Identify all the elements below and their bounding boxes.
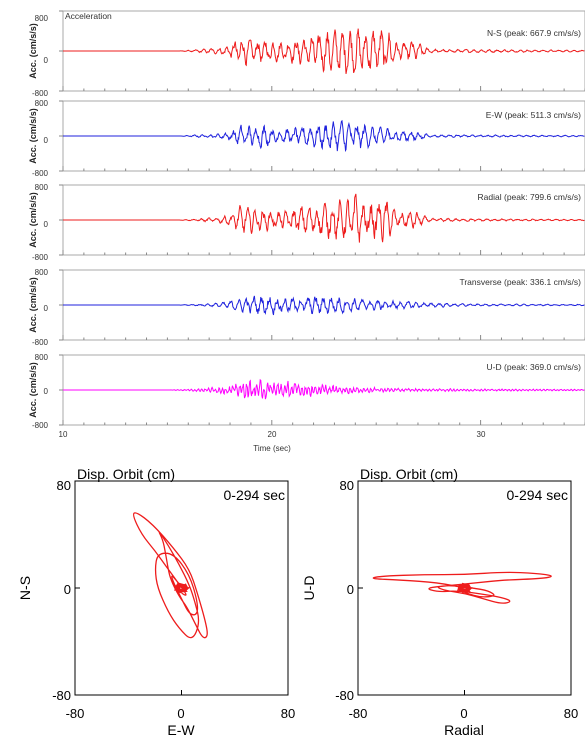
panel-ew-y-axis-label: Acc. (cm/s/s) — [28, 108, 38, 164]
time-tick-10: 10 — [59, 430, 68, 439]
orbit-right-x-left: -80 — [349, 706, 368, 721]
orbit-left-y-zero: 0 — [64, 582, 71, 597]
panel-transverse-y-axis-label: Acc. (cm/s/s) — [28, 277, 38, 333]
panel-ud: U-D (peak: 369.0 cm/s/s) 800 0 -800 Acc.… — [28, 353, 585, 430]
orbit-left-y-bottom: -80 — [52, 688, 71, 703]
panel-ns-y-top: 800 — [35, 14, 49, 23]
orbit-right-x-zero: 0 — [460, 706, 467, 721]
panel-radial: Radial (peak: 799.6 cm/s/s) 800 0 -800 A… — [28, 183, 585, 262]
orbit-left-title: Disp. Orbit (cm) — [77, 466, 175, 482]
panel-ns-y-zero: 0 — [44, 56, 49, 65]
panel-ud-y-bottom: -800 — [32, 421, 49, 430]
orbit-plot-left: Disp. Orbit (cm) 0-294 sec 80 0 -80 -80 … — [17, 466, 295, 738]
orbit-right-x-axis-label: Radial — [444, 722, 484, 738]
panel-ew-y-bottom: -800 — [32, 169, 49, 178]
orbit-left-trace — [132, 512, 208, 639]
time-axis: 10 20 30 Time (sec) — [59, 430, 486, 453]
panel-ud-trace — [63, 378, 585, 400]
panel-transverse-ticks — [59, 269, 585, 341]
panel-radial-y-zero: 0 — [44, 220, 49, 229]
panel-ns: Acceleration N-S (peak: 667.9 cm/s/s) 80… — [28, 10, 585, 98]
orbit-left-x-left: -80 — [66, 706, 85, 721]
panel-radial-y-top: 800 — [35, 183, 49, 192]
orbit-left-ticks — [74, 480, 289, 696]
orbit-left-x-zero: 0 — [177, 706, 184, 721]
panel-ns-y-axis-label: Acc. (cm/s/s) — [28, 23, 38, 79]
time-axis-label: Time (sec) — [253, 444, 291, 453]
panel-ew-trace — [63, 119, 585, 153]
panel-transverse-y-bottom: -800 — [32, 338, 49, 347]
orbit-right-y-bottom: -80 — [335, 688, 354, 703]
panel-ud-y-zero: 0 — [44, 387, 49, 396]
time-tick-30: 30 — [477, 430, 486, 439]
orbit-plot-right: Disp. Orbit (cm) 0-294 sec 80 0 -80 -80 … — [301, 466, 578, 738]
time-tick-20: 20 — [268, 430, 277, 439]
panel-ud-y-axis-label: Acc. (cm/s/s) — [28, 362, 38, 418]
panel-radial-trace — [63, 193, 585, 243]
panel-ew-y-top: 800 — [35, 99, 49, 108]
panel-ew-ticks — [59, 100, 585, 172]
orbit-right-ticks — [357, 480, 572, 696]
orbit-right-annotation: 0-294 sec — [507, 487, 568, 503]
panel-radial-ticks — [59, 184, 585, 256]
acceleration-title: Acceleration — [65, 11, 112, 21]
orbit-left-annotation: 0-294 sec — [224, 487, 285, 503]
orbit-right-y-axis-label: U-D — [301, 576, 317, 601]
orbit-left-y-axis-label: N-S — [17, 576, 33, 600]
panel-ud-peak-label: U-D (peak: 369.0 cm/s/s) — [487, 362, 582, 372]
panel-ns-peak-label: N-S (peak: 667.9 cm/s/s) — [487, 28, 581, 38]
orbit-right-title: Disp. Orbit (cm) — [360, 466, 458, 482]
panel-ew: E-W (peak: 511.3 cm/s/s) 800 0 -800 Acc.… — [28, 99, 585, 178]
panel-transverse-y-top: 800 — [35, 268, 49, 277]
panel-ud-ticks — [59, 354, 585, 426]
panel-ns-trace — [63, 28, 585, 74]
panel-ns-y-bottom: -800 — [32, 89, 49, 98]
panel-transverse-y-zero: 0 — [44, 304, 49, 313]
orbit-right-trace — [372, 571, 552, 604]
orbit-right-y-top: 80 — [340, 478, 354, 493]
panel-radial-peak-label: Radial (peak: 799.6 cm/s/s) — [478, 192, 582, 202]
orbit-left-y-top: 80 — [57, 478, 71, 493]
orbit-left-x-axis-label: E-W — [167, 722, 195, 738]
panel-ew-peak-label: E-W (peak: 511.3 cm/s/s) — [486, 110, 581, 120]
panel-radial-y-bottom: -800 — [32, 253, 49, 262]
orbit-right-x-right: 80 — [564, 706, 578, 721]
panel-transverse: Transverse (peak: 336.1 cm/s/s) 800 0 -8… — [28, 268, 585, 347]
panel-ew-y-zero: 0 — [44, 136, 49, 145]
panel-ud-y-top: 800 — [35, 353, 49, 362]
panel-transverse-trace — [63, 295, 585, 316]
panel-ns-ticks — [59, 10, 585, 92]
orbit-left-x-right: 80 — [281, 706, 295, 721]
panel-radial-y-axis-label: Acc. (cm/s/s) — [28, 192, 38, 248]
orbit-right-y-zero: 0 — [347, 582, 354, 597]
panel-transverse-peak-label: Transverse (peak: 336.1 cm/s/s) — [459, 277, 581, 287]
